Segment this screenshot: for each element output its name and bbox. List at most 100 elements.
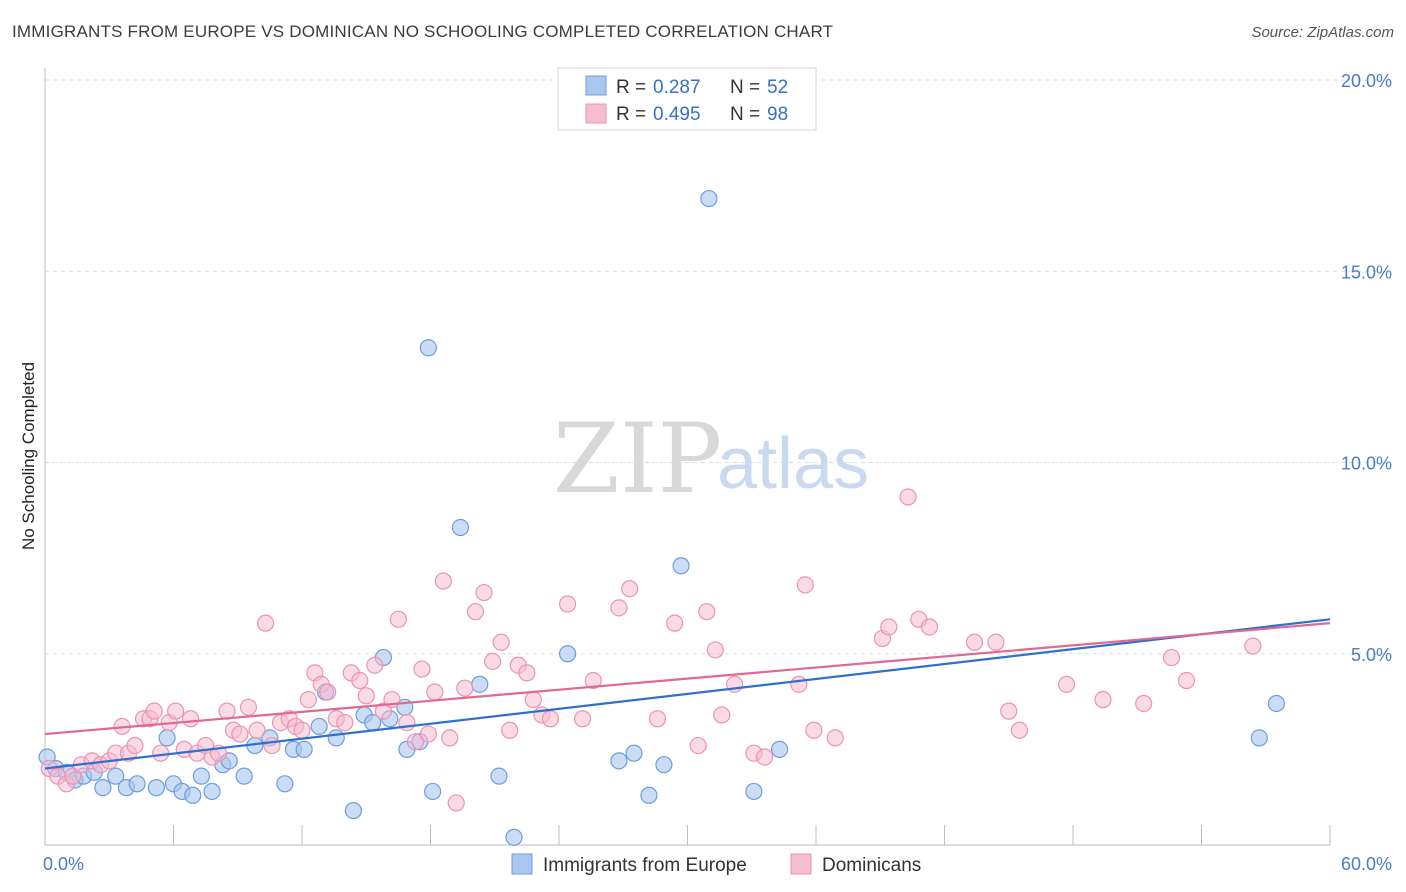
data-point-dominicans [299, 691, 318, 709]
data-point-dominicans [826, 729, 844, 747]
data-point-dominicans [689, 736, 707, 755]
data-point-dominicans [366, 656, 384, 674]
data-point-immigrants-from-europe [192, 767, 210, 785]
data-point-immigrants-from-europe [94, 779, 112, 797]
data-point-dominicans [319, 683, 337, 701]
data-point-immigrants-from-europe [625, 744, 643, 762]
data-point-dominicans [256, 614, 275, 632]
data-point-immigrants-from-europe [424, 782, 442, 801]
axes [44, 68, 1331, 846]
bottom-legend-label-dominicans: Dominicans [822, 855, 921, 876]
data-point-dominicans [1057, 675, 1076, 693]
data-point-immigrants-from-europe [344, 801, 362, 820]
data-point-dominicans [621, 580, 639, 598]
data-point-dominicans [518, 664, 536, 682]
x-tick-labels: 0.0% 60.0% [43, 854, 1392, 874]
data-point-immigrants-from-europe [235, 767, 253, 785]
data-point-dominicans [920, 618, 939, 636]
data-point-dominicans [413, 660, 431, 678]
data-point-immigrants-from-europe [640, 786, 658, 804]
data-point-dominicans [357, 687, 375, 705]
data-point-immigrants-from-europe [1250, 729, 1268, 747]
data-point-immigrants-from-europe [419, 339, 437, 357]
series-dominicans [40, 488, 1262, 812]
data-point-dominicans [796, 576, 814, 594]
legend-r-value-1: 0.287 [653, 77, 701, 98]
data-point-dominicans [152, 744, 170, 762]
data-point-dominicans [706, 641, 724, 659]
data-point-dominicans [541, 710, 560, 728]
data-point-immigrants-from-europe [310, 717, 328, 736]
data-point-dominicans [790, 675, 808, 693]
source-label: Source: ZipAtlas.com [1251, 24, 1394, 41]
data-point-immigrants-from-europe [770, 740, 789, 758]
data-point-immigrants-from-europe [276, 775, 294, 793]
data-point-immigrants-from-europe [1267, 694, 1286, 713]
data-point-dominicans [419, 725, 437, 743]
legend-swatch-blue [585, 75, 607, 96]
y-tick-label: 10.0% [1341, 454, 1392, 474]
data-point-dominicans [610, 599, 628, 617]
data-point-immigrants-from-europe [672, 557, 690, 575]
data-point-dominicans [987, 633, 1005, 651]
data-point-dominicans [492, 633, 510, 651]
data-point-dominicans [293, 721, 311, 739]
legend-r-value-2: 0.495 [653, 104, 701, 125]
data-point-dominicans [434, 572, 452, 590]
data-point-dominicans [484, 652, 502, 671]
data-point-dominicans [239, 698, 258, 716]
data-point-dominicans [1094, 691, 1112, 709]
data-point-dominicans [231, 725, 249, 743]
legend-n-value-2: 98 [767, 104, 788, 125]
data-point-immigrants-from-europe [505, 828, 523, 846]
bottom-legend: Immigrants from Europe Dominicans [511, 853, 921, 876]
data-point-dominicans [406, 733, 425, 751]
data-point-dominicans [336, 713, 354, 732]
data-point-dominicans [263, 736, 281, 755]
data-point-dominicans [1177, 671, 1196, 690]
data-point-dominicans [351, 671, 369, 690]
data-point-dominicans [573, 710, 592, 728]
data-point-immigrants-from-europe [471, 675, 489, 693]
data-point-immigrants-from-europe [295, 740, 313, 758]
data-point-immigrants-from-europe [451, 518, 470, 537]
data-point-immigrants-from-europe [745, 782, 763, 801]
data-point-dominicans [248, 721, 266, 739]
data-point-immigrants-from-europe [700, 189, 718, 208]
data-point-dominicans [880, 618, 898, 636]
bottom-legend-swatch-pink [790, 853, 812, 875]
data-point-dominicans [1000, 702, 1018, 720]
data-point-immigrants-from-europe [558, 645, 577, 663]
data-point-immigrants-from-europe [490, 767, 508, 785]
data-point-dominicans [558, 595, 577, 613]
bottom-legend-label-europe: Immigrants from Europe [543, 855, 747, 876]
chart-title: IMMIGRANTS FROM EUROPE VS DOMINICAN NO S… [12, 22, 834, 41]
data-point-dominicans [899, 488, 917, 506]
data-point-dominicans [965, 633, 984, 651]
y-tick-labels: 5.0% 10.0% 15.0% 20.0% [1341, 71, 1392, 665]
data-point-dominicans [1010, 721, 1029, 739]
data-point-dominicans [698, 603, 716, 621]
data-point-immigrants-from-europe [147, 779, 165, 797]
data-point-immigrants-from-europe [327, 729, 345, 747]
data-point-immigrants-from-europe [184, 786, 202, 804]
trend-lines [44, 618, 1331, 770]
data-point-dominicans [1162, 648, 1181, 667]
data-point-dominicans [64, 767, 82, 785]
data-point-immigrants-from-europe [107, 767, 125, 785]
trend-line-dominicans [44, 622, 1331, 736]
bottom-legend-swatch-blue [511, 853, 533, 875]
data-point-dominicans [666, 614, 684, 632]
data-point-dominicans [441, 729, 459, 747]
y-tick-label: 20.0% [1341, 71, 1392, 91]
data-point-dominicans [1135, 694, 1153, 713]
legend-swatch-pink [585, 103, 607, 124]
legend-r-label-2: R = [616, 104, 646, 125]
data-point-dominicans [1244, 637, 1262, 655]
data-point-dominicans [475, 583, 493, 602]
legend-r-label-1: R = [616, 77, 646, 98]
data-point-dominicans [389, 610, 407, 628]
data-point-dominicans [218, 702, 236, 720]
data-point-dominicans [713, 706, 731, 724]
